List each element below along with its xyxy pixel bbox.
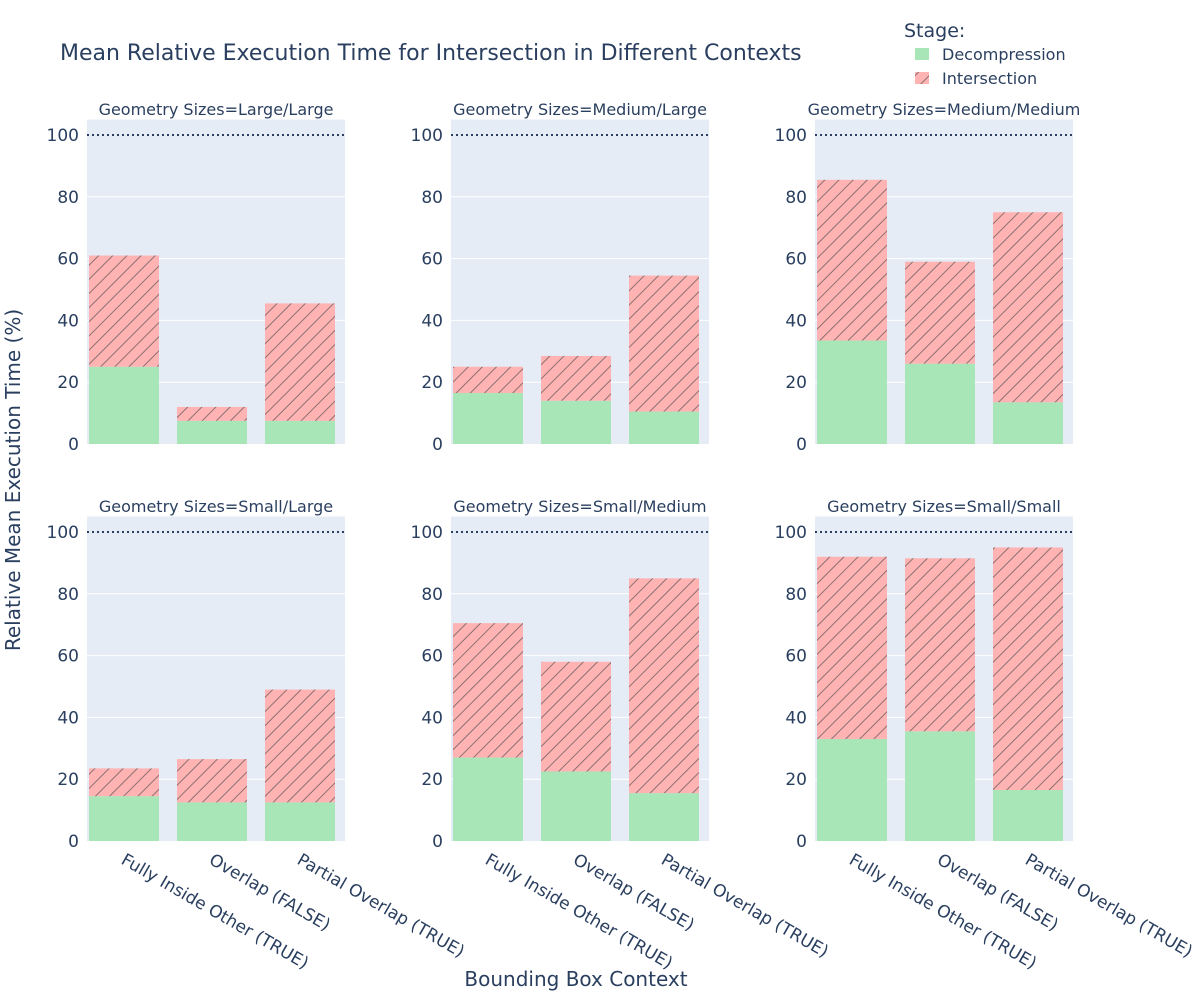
bar-intersection: [905, 558, 975, 732]
y-tick-label: 0: [432, 435, 443, 455]
panel-title: Geometry Sizes=Medium/Large: [453, 100, 707, 119]
y-axis-label: Relative Mean Execution Time (%): [1, 309, 25, 651]
y-tick-label: 0: [68, 832, 79, 852]
legend-item-intersection: Intersection: [942, 69, 1037, 88]
bar-intersection: [265, 303, 335, 421]
bar-intersection: [817, 179, 887, 341]
y-tick-label: 20: [421, 373, 443, 393]
bar-decompression: [541, 771, 611, 841]
panel-title: Geometry Sizes=Medium/Medium: [808, 100, 1081, 119]
y-tick-label: 100: [775, 126, 807, 146]
bar-intersection: [89, 768, 159, 797]
bar-decompression: [905, 731, 975, 841]
panel-title: Geometry Sizes=Large/Large: [99, 100, 334, 119]
y-tick-label: 80: [421, 188, 443, 208]
y-tick-label: 20: [57, 373, 79, 393]
legend-swatch-intersection: [915, 72, 929, 84]
y-tick-label: 40: [421, 708, 443, 728]
y-tick-label: 80: [785, 188, 807, 208]
bar-decompression: [89, 366, 159, 444]
y-tick-label: 20: [785, 770, 807, 790]
bar-decompression: [541, 400, 611, 444]
y-tick-label: 100: [47, 523, 79, 543]
y-tick-label: 60: [785, 647, 807, 667]
bar-decompression: [177, 420, 247, 444]
y-tick-label: 40: [785, 708, 807, 728]
y-tick-label: 100: [411, 523, 443, 543]
bar-intersection: [177, 759, 247, 803]
legend: Stage: Decompression Intersection: [904, 20, 1066, 88]
bar-decompression: [905, 363, 975, 444]
panel-title: Geometry Sizes=Small/Large: [99, 497, 333, 516]
bar-intersection: [541, 661, 611, 772]
bar-decompression: [993, 402, 1063, 444]
x-axis-label: Bounding Box Context: [464, 967, 687, 991]
y-tick-label: 60: [57, 647, 79, 667]
legend-item-decompression: Decompression: [942, 45, 1066, 64]
y-tick-label: 100: [411, 126, 443, 146]
x-tick-label: Partial Overlap (TRUE): [1022, 850, 1196, 962]
y-tick-label: 60: [421, 250, 443, 270]
y-tick-label: 20: [421, 770, 443, 790]
y-tick-label: 100: [47, 126, 79, 146]
bar-intersection: [817, 556, 887, 740]
bar-intersection: [453, 623, 523, 758]
bar-decompression: [629, 411, 699, 444]
bar-intersection: [453, 366, 523, 394]
y-tick-label: 100: [775, 523, 807, 543]
bar-intersection: [993, 212, 1063, 403]
x-tick-label: Partial Overlap (TRUE): [658, 850, 832, 962]
y-tick-label: 60: [785, 250, 807, 270]
bar-decompression: [817, 340, 887, 444]
bar-decompression: [629, 793, 699, 841]
y-tick-label: 20: [785, 373, 807, 393]
bar-intersection: [89, 255, 159, 367]
y-tick-label: 40: [57, 311, 79, 331]
y-tick-label: 40: [421, 311, 443, 331]
bar-intersection: [993, 547, 1063, 791]
chart-panels: 0 20 40 60 80 100 Geometry Sizes=Large/Large 0 2…: [47, 100, 1196, 974]
y-tick-label: 80: [57, 188, 79, 208]
y-tick-label: 60: [57, 250, 79, 270]
chart-title: Mean Relative Execution Time for Interse…: [60, 41, 802, 66]
bar-intersection: [177, 406, 247, 421]
panel-title: Geometry Sizes=Small/Medium: [453, 497, 706, 516]
bar-decompression: [265, 420, 335, 444]
y-tick-label: 40: [785, 311, 807, 331]
bar-decompression: [453, 393, 523, 444]
legend-swatch-decompression: [915, 48, 929, 60]
bar-decompression: [453, 757, 523, 841]
bar-decompression: [817, 739, 887, 841]
panel-title: Geometry Sizes=Small/Small: [827, 497, 1061, 516]
y-tick-label: 40: [57, 708, 79, 728]
bar-intersection: [905, 261, 975, 364]
bar-decompression: [177, 802, 247, 841]
panel-1: 0 20 40 60 80 100 Geometry Sizes=Large/Large: [47, 100, 345, 455]
y-tick-label: 0: [432, 832, 443, 852]
bar-intersection: [541, 355, 611, 401]
y-tick-label: 80: [421, 585, 443, 605]
y-tick-label: 0: [796, 832, 807, 852]
bar-intersection: [629, 578, 699, 794]
legend-title: Stage:: [904, 20, 965, 42]
panel-2: 0 20 40 60 80 100 Geometry Sizes=Medium/Large: [411, 100, 709, 455]
bar-intersection: [265, 689, 335, 803]
y-tick-label: 60: [421, 647, 443, 667]
y-tick-label: 0: [68, 435, 79, 455]
bar-decompression: [89, 796, 159, 841]
bar-intersection: [629, 275, 699, 412]
y-tick-label: 20: [57, 770, 79, 790]
x-tick-label: Partial Overlap (TRUE): [294, 850, 468, 962]
bar-decompression: [265, 802, 335, 841]
y-tick-label: 80: [57, 585, 79, 605]
y-tick-label: 0: [796, 435, 807, 455]
bar-decompression: [993, 790, 1063, 841]
y-tick-label: 80: [785, 585, 807, 605]
